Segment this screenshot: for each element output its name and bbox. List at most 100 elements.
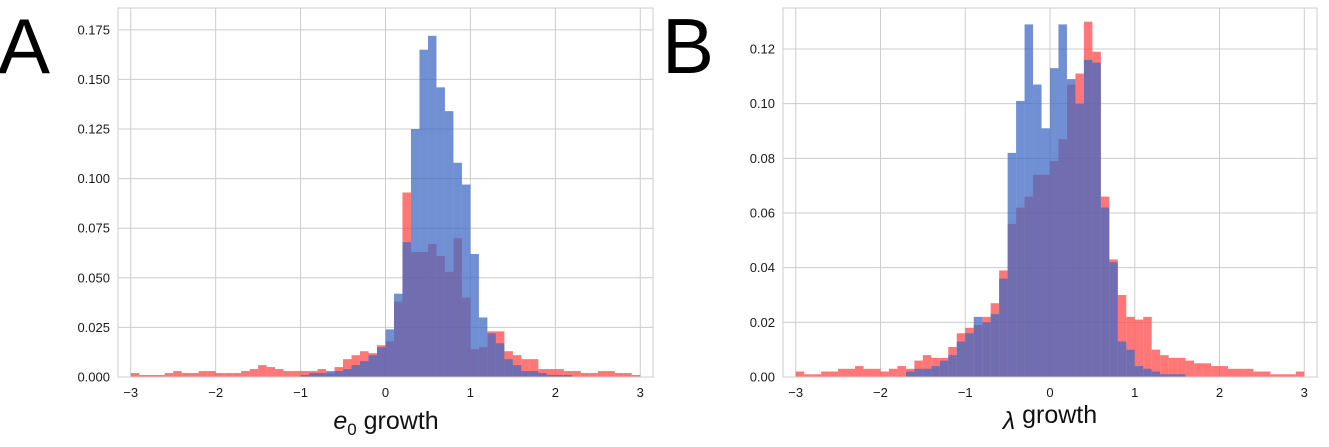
histogram-bar-series-1: [164, 373, 174, 377]
histogram-bar-series-2: [538, 373, 547, 377]
histogram-bar-series-1: [1278, 374, 1288, 377]
histogram-bar-series-1: [241, 371, 250, 377]
histogram-bar-series-2: [1024, 24, 1034, 378]
histogram-bar-series-1: [1228, 368, 1237, 377]
histogram-bar-series-1: [147, 375, 157, 377]
histogram-bar-series-1: [888, 368, 898, 377]
histogram-bar-series-2: [470, 254, 479, 377]
y-tick-label: 0.08: [750, 151, 775, 166]
histogram-bar-series-1: [139, 375, 148, 377]
histogram-bar-series-1: [1117, 295, 1127, 377]
histogram-bar-series-1: [1295, 371, 1305, 377]
histogram-bar-series-1: [343, 359, 352, 377]
histogram-bar-series-1: [872, 368, 881, 377]
x-tick-label: 3: [637, 385, 644, 400]
histogram-bar-series-1: [555, 369, 564, 377]
y-tick-label: 0.00: [750, 370, 775, 385]
histogram-bar-series-1: [1194, 363, 1203, 377]
histogram-bar-series-2: [1134, 366, 1144, 377]
x-tick-label: −1: [958, 385, 973, 400]
y-tick-label: 0.10: [750, 96, 775, 111]
y-tick-label: 0.100: [77, 171, 110, 186]
histogram-bar-series-2: [1075, 103, 1084, 378]
plot-border: [782, 7, 1318, 378]
histogram-bar-series-1: [283, 371, 293, 377]
histogram-bars-a: [117, 7, 654, 378]
histogram-bar-series-1: [1219, 366, 1228, 377]
histogram-bar-series-2: [478, 317, 488, 377]
y-tick-label: 0.02: [750, 315, 775, 330]
histogram-bars-b: [782, 7, 1318, 378]
plot-border: [117, 7, 654, 378]
y-tick-label: 0.175: [77, 22, 110, 37]
histogram-bar-series-1: [1151, 349, 1161, 377]
x-axis-label-b: λ growth: [1001, 401, 1097, 435]
histogram-bar-series-2: [990, 314, 1000, 377]
x-tick-label: −3: [788, 385, 803, 400]
histogram-bar-series-2: [385, 329, 394, 377]
histogram-bar-series-2: [1083, 59, 1093, 377]
histogram-bar-series-1: [546, 369, 556, 377]
histogram-bar-series-1: [880, 371, 889, 377]
histogram-bar-series-2: [1168, 374, 1178, 377]
x-tick-label: −1: [293, 385, 308, 400]
x-tick-label: 1: [467, 385, 474, 400]
histogram-bar-series-2: [410, 129, 420, 377]
histogram-bar-series-1: [572, 371, 581, 377]
x-tick-label: 2: [1216, 385, 1223, 400]
x-tick-label: −3: [123, 385, 138, 400]
histogram-bar-series-2: [495, 343, 505, 377]
y-tick-label: 0.04: [750, 260, 775, 275]
y-tick-labels-b: 0.00 0.02 0.04 0.06 0.08 0.10 0.12: [750, 42, 775, 385]
x-tick-labels-b: −3 −2 −1 0 1 2 3: [788, 385, 1308, 400]
y-tick-label: 0.075: [77, 221, 110, 236]
panel-a: A 0.000 0.025 0.050 0.075 0.100 0.125 0.150 0.1…: [0, 2, 654, 439]
histogram-bar-series-1: [1160, 355, 1169, 377]
histogram-bar-series-2: [360, 361, 369, 377]
histogram-bar-series-2: [419, 49, 428, 378]
histogram-bar-series-2: [914, 368, 923, 377]
histogram-bar-series-1: [1211, 366, 1220, 377]
x-axis-label-symbol-a: e: [333, 407, 347, 435]
y-tick-label: 0.125: [77, 122, 110, 137]
histogram-bar-series-2: [377, 347, 386, 377]
x-tick-label: 2: [552, 385, 559, 400]
histogram-bar-series-1: [804, 374, 813, 377]
histogram-bar-series-2: [402, 242, 411, 377]
y-tick-labels-a: 0.000 0.025 0.050 0.075 0.100 0.125 0.150 0.175: [77, 22, 110, 384]
histogram-bar-series-2: [965, 333, 974, 377]
histogram-bar-series-2: [1100, 207, 1110, 377]
histogram-bar-series-2: [309, 373, 318, 377]
histogram-bar-series-1: [1134, 319, 1144, 377]
x-axis-label-text-a: growth: [357, 407, 439, 435]
histogram-bar-series-2: [1160, 374, 1169, 377]
histogram-bar-series-2: [368, 355, 378, 377]
y-tick-label: 0.000: [77, 370, 110, 385]
y-tick-label: 0.025: [77, 320, 110, 335]
histogram-bar-series-1: [580, 373, 590, 377]
histogram-bar-series-2: [555, 375, 564, 377]
histogram-bar-series-2: [461, 184, 471, 377]
histogram-bar-series-1: [224, 373, 233, 377]
histogram-bar-series-2: [1041, 128, 1050, 377]
panel-label-b: B: [662, 2, 714, 90]
histogram-bar-series-2: [1177, 374, 1186, 377]
histogram-bar-series-2: [427, 35, 437, 377]
histogram-bar-series-1: [1236, 368, 1245, 377]
panel-b: B 0.00 0.02 0.04 0.06 0.08 0.10 0.12 −3 −2 −1 0 1 2…: [662, 2, 1318, 435]
histogram-bar-series-1: [1202, 363, 1212, 377]
histogram-bar-series-2: [1016, 100, 1025, 377]
histogram-bar-series-1: [190, 373, 199, 377]
histogram-bar-series-1: [181, 373, 191, 377]
x-axis-label-symbol-b: λ: [1001, 407, 1015, 435]
histogram-bar-series-2: [973, 316, 983, 377]
histogram-bar-series-1: [521, 359, 530, 377]
histogram-bar-series-1: [198, 371, 208, 377]
histogram-bar-series-1: [1177, 357, 1186, 377]
histogram-bar-series-2: [351, 365, 361, 377]
histogram-bar-series-2: [922, 368, 932, 377]
histogram-bar-series-1: [597, 371, 607, 377]
histogram-bar-series-1: [215, 373, 225, 377]
panel-label-a: A: [0, 2, 50, 90]
